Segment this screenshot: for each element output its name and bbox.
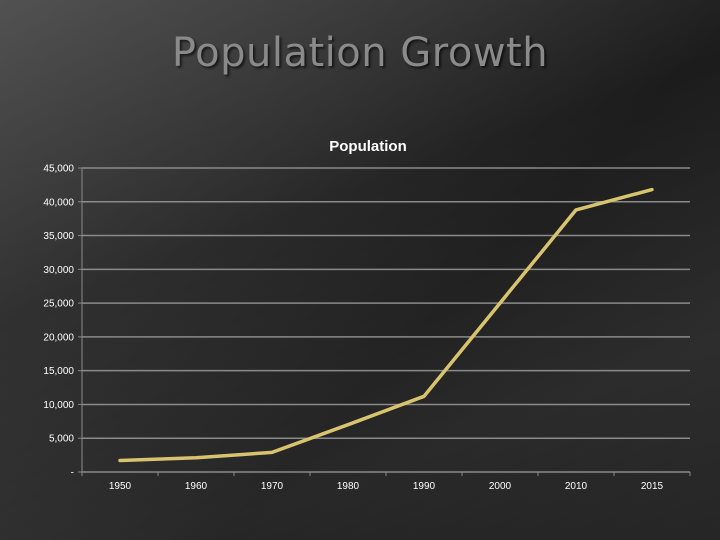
y-tick-label: 30,000 <box>43 265 74 276</box>
data-point <box>650 188 654 192</box>
chart-title: Population <box>329 138 407 155</box>
x-tick-label: 1960 <box>185 481 208 492</box>
y-tick-label: 10,000 <box>43 400 74 411</box>
x-tick-label: 2010 <box>565 481 588 492</box>
y-tick-label: 40,000 <box>43 197 74 208</box>
x-tick-label: 1980 <box>337 481 360 492</box>
data-point <box>422 394 426 398</box>
x-tick-label: 1970 <box>261 481 284 492</box>
data-point <box>194 456 198 460</box>
y-tick-label: 35,000 <box>43 231 74 242</box>
axes <box>78 167 691 476</box>
y-tick-label: 20,000 <box>43 332 74 343</box>
data-point <box>270 450 274 454</box>
grid-lines <box>82 167 690 439</box>
y-tick-label: 15,000 <box>43 366 74 377</box>
data-point <box>346 423 350 427</box>
y-tick-label: 5,000 <box>49 434 74 445</box>
x-tick-label: 2015 <box>641 481 664 492</box>
data-point <box>118 459 122 463</box>
y-tick-label: 25,000 <box>43 299 74 310</box>
x-tick-label: 1950 <box>109 481 132 492</box>
series-line <box>118 187 654 463</box>
series <box>118 187 654 463</box>
y-tick-label: 45,000 <box>43 164 74 175</box>
data-point <box>574 208 578 212</box>
slide-title: Population Growth <box>171 30 549 76</box>
x-tick-label: 1990 <box>413 481 436 492</box>
data-point <box>498 301 502 305</box>
x-axis-ticks: 1950 1960 1970 1980 1990 2000 2010 2015 <box>109 481 664 492</box>
x-tick-label: 2000 <box>489 481 512 492</box>
y-tick-label: - <box>71 468 74 479</box>
y-axis-ticks: - 5,000 10,000 15,000 20,000 25,000 30,000 35,0… <box>43 164 74 479</box>
